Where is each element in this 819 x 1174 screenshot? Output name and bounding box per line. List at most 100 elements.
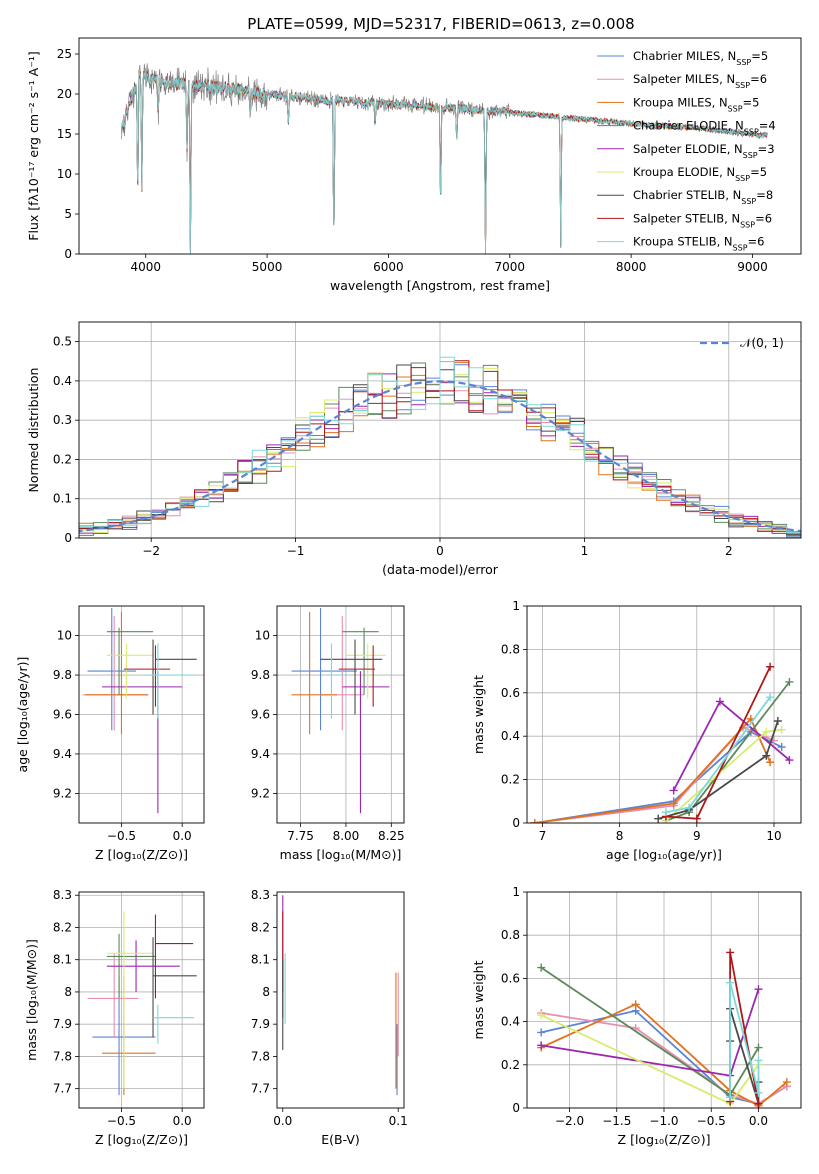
plot-area: [79, 356, 801, 538]
point-marker: [715, 697, 724, 706]
x-tick-label: 0.0: [749, 1114, 768, 1128]
axes-frame: [78, 37, 802, 255]
plot-area: [537, 948, 791, 1108]
point-marker: [785, 756, 794, 765]
y-tick-label: 0: [64, 247, 72, 261]
y-axis-label: mass weight: [471, 675, 486, 754]
point-marker: [785, 677, 794, 686]
point-marker: [631, 1000, 640, 1009]
plot-area: [87, 911, 197, 1096]
axes-frame: [526, 605, 802, 824]
y-tick-label: 20: [57, 87, 72, 101]
figure-title: PLATE=0599, MJD=52317, FIBERID=0613, z=0…: [247, 15, 634, 33]
spectrum-legend: Chabrier MILES, NSSP=5 Salpeter MILES, NS…: [597, 49, 776, 252]
panel-residuals: −2 −1 0 1 2 0 0.1 0.2 0.3 0.4 0.5 (data-model)/erro…: [26, 321, 802, 577]
x-tick-label: −1.5: [602, 1114, 631, 1128]
point-marker: [726, 1093, 735, 1102]
y-tick-label: 1: [512, 885, 520, 899]
panel-mass_vs_Z: −0.5 0.0 7.7 7.8 7.9 8 8.1 8.2 8.3 Z [log₁₀(Z/Z⊙)…: [24, 888, 205, 1147]
y-tick-label: 8: [64, 985, 72, 999]
panel-age_vs_mass: 7.75 8.00 8.25 9.2 9.4 9.6 9.8 10 mass [log₁₀(M/…: [251, 605, 405, 862]
plot-area: [282, 895, 399, 1096]
point-marker: [692, 814, 701, 823]
y-tick-label: 0: [512, 816, 520, 830]
point-marker: [669, 786, 678, 795]
y-tick-label: 0: [64, 531, 72, 545]
x-tick-label: 1: [581, 544, 589, 558]
y-tick-label: 9.4: [251, 747, 270, 761]
plot-area: [82, 607, 197, 814]
point-marker: [537, 963, 546, 972]
point-marker: [777, 743, 786, 752]
point-marker: [754, 1088, 763, 1097]
x-tick-label: −1.0: [649, 1114, 678, 1128]
x-tick-label: 9: [693, 829, 701, 843]
x-tick-label: 7: [539, 829, 547, 843]
x-tick-label: 5000: [252, 260, 283, 274]
y-tick-label: 0.4: [53, 374, 72, 388]
point-marker: [537, 1041, 546, 1050]
x-tick-label: 0: [436, 544, 444, 558]
y-tick-label: 0.3: [53, 413, 72, 427]
x-axis-label: mass [log₁₀(M/M⊙)]: [280, 847, 402, 862]
y-tick-label: 0: [512, 1101, 520, 1115]
point-marker: [537, 1028, 546, 1037]
y-tick-label: 0.8: [501, 928, 520, 942]
panel-weight_vs_Z: −2.0 −1.5 −1.0 −0.5 0.0 0 0.2 0.4 0.6 0.8 1 Z [log₁…: [471, 885, 802, 1147]
x-axis-label: wavelength [Angstrom, rest frame]: [330, 278, 550, 293]
x-axis-label: E(B-V): [321, 1132, 360, 1147]
y-tick-label: 1: [512, 599, 520, 613]
y-tick-label: 9.2: [251, 786, 270, 800]
plot-area: [121, 63, 768, 254]
y-axis-label: mass weight: [471, 960, 486, 1039]
axes-frame: [276, 891, 405, 1109]
x-tick-label: 8000: [616, 260, 647, 274]
point-marker: [685, 803, 694, 812]
legend-label: Chabrier ELODIE, NSSP=4: [633, 119, 776, 137]
x-tick-label: −2.0: [555, 1114, 584, 1128]
y-tick-label: 0.5: [53, 335, 72, 349]
y-tick-label: 8.1: [53, 953, 72, 967]
y-tick-label: 8.2: [251, 920, 270, 934]
y-tick-label: 7.9: [251, 1017, 270, 1031]
weight-line-kroupa_miles: [534, 717, 771, 823]
point-marker: [777, 725, 786, 734]
x-tick-label: −1: [287, 544, 305, 558]
model-line-kroupa_stelib: [121, 69, 768, 254]
point-marker: [762, 751, 771, 760]
y-tick-label: 15: [57, 127, 72, 141]
panel-spectrum: 4000 5000 6000 7000 8000 9000 0 5 10 15 20 25 wavele…: [26, 37, 802, 293]
y-tick-label: 7.7: [53, 1082, 72, 1096]
y-tick-label: 0.2: [501, 1058, 520, 1072]
plot-area: [530, 662, 794, 823]
y-tick-label: 9.8: [53, 668, 72, 682]
y-axis-label: mass [log₁₀(M/M⊙)]: [24, 939, 39, 1061]
y-tick-label: 25: [57, 47, 72, 61]
y-tick-label: 7.8: [251, 1049, 270, 1063]
y-tick-label: 7.7: [251, 1082, 270, 1096]
point-marker: [537, 1011, 546, 1020]
y-axis-label: Flux [fλ10⁻¹⁷ erg cm⁻² s⁻¹ A⁻¹]: [26, 51, 41, 240]
point-marker: [754, 1043, 763, 1052]
point-marker: [661, 808, 670, 817]
plot-area: [291, 607, 390, 814]
legend-label: Salpeter ELODIE, NSSP=3: [633, 142, 775, 160]
x-axis-label: (data-model)/error: [382, 562, 499, 577]
y-tick-label: 8.2: [53, 920, 72, 934]
point-marker: [773, 717, 782, 726]
y-tick-label: 8.3: [53, 888, 72, 902]
panel-mass_vs_ebv: 0.0 0.1 7.7 7.8 7.9 8 8.1 8.2 8.3 E(B-V): [251, 888, 408, 1147]
point-marker: [669, 799, 678, 808]
legend-label: Salpeter MILES, NSSP=6: [633, 72, 767, 90]
point-marker: [766, 758, 775, 767]
x-tick-label: 8: [616, 829, 624, 843]
x-axis-label: age [log₁₀(age/yr)]: [606, 847, 722, 862]
x-tick-label: 8.00: [333, 829, 360, 843]
legend-label: Kroupa ELODIE, NSSP=5: [633, 165, 767, 183]
x-tick-label: 0.0: [273, 1114, 292, 1128]
x-tick-label: 7000: [494, 260, 525, 274]
normal-curve: [79, 380, 801, 533]
axes-frame: [78, 891, 205, 1109]
